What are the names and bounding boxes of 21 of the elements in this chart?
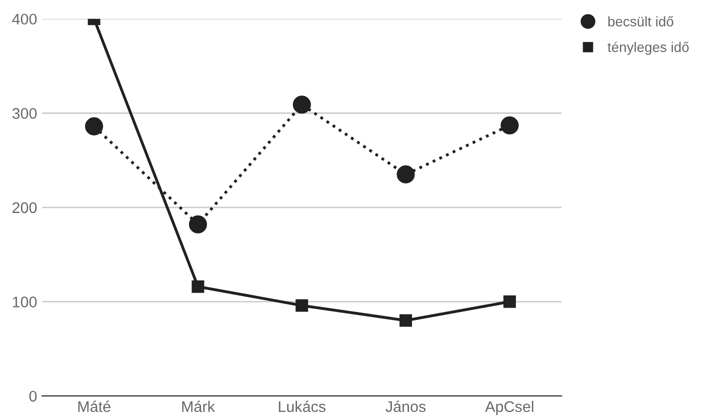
x-tick-label: Lukács (278, 400, 326, 412)
y-tick-label: 200 (12, 202, 37, 214)
y-tick-label: 400 (12, 14, 37, 25)
y-tick-label: 0 (29, 390, 37, 402)
y-tick-label: 100 (12, 296, 37, 308)
x-tick-label: János (386, 400, 426, 412)
legend-label: becsült idő (608, 16, 674, 26)
point (85, 117, 104, 136)
x-tick-label: Márk (182, 400, 215, 412)
point (400, 314, 412, 327)
point (503, 295, 516, 308)
y-tick-label: 300 (12, 108, 37, 119)
point (396, 165, 415, 184)
point (188, 215, 207, 234)
point (192, 280, 204, 293)
point (500, 116, 519, 134)
legend-label: tényleges idő (608, 42, 689, 55)
point (296, 299, 308, 312)
x-tick-label: Máté (78, 400, 110, 412)
point (292, 96, 311, 114)
x-tick-label: ApCsel (485, 400, 534, 416)
